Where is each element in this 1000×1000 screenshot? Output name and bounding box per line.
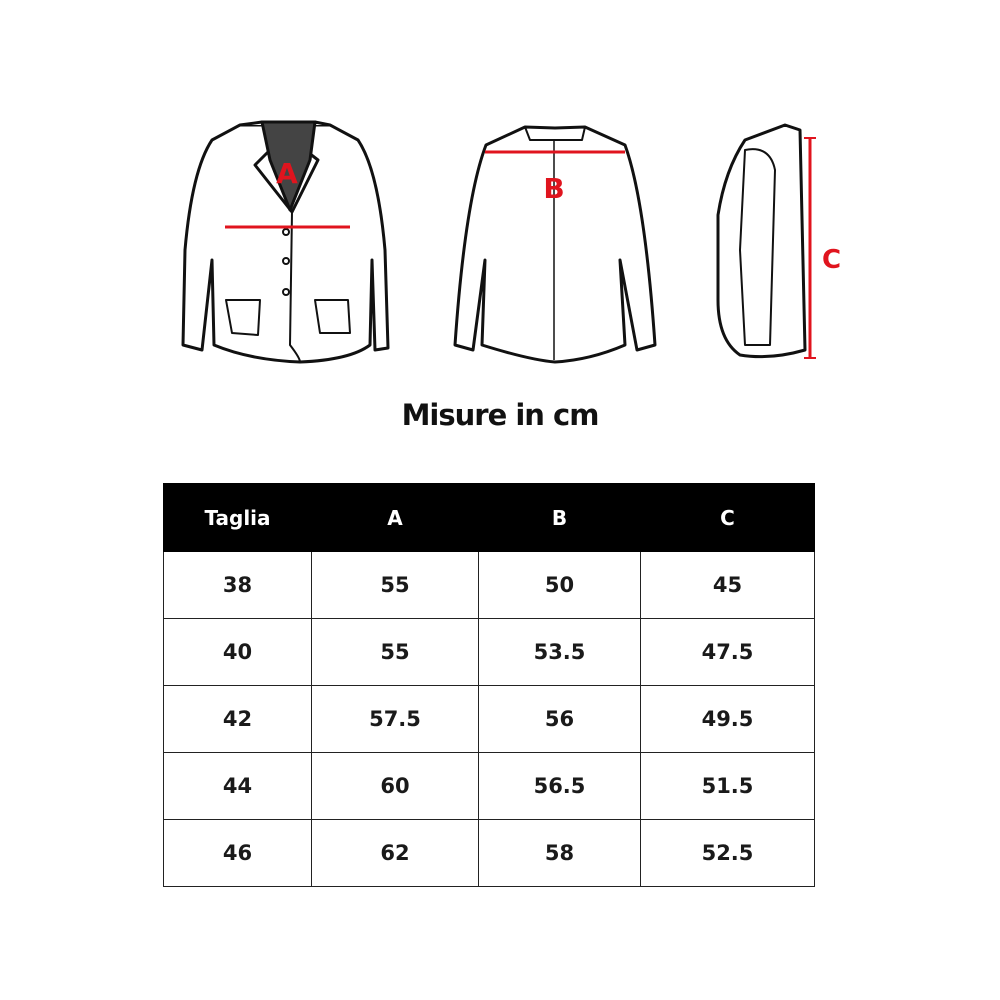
label-a: A [276, 157, 298, 190]
table-cell: 53.5 [478, 618, 641, 686]
table-cell: 45 [640, 551, 815, 619]
jacket-illustrations: A B C [181, 120, 841, 364]
header-b: B [478, 483, 641, 552]
table-row: 38 55 50 45 [163, 551, 815, 619]
table-cell: 38 [163, 551, 312, 619]
page-title: Misure in cm [401, 398, 600, 432]
table-cell: 40 [163, 618, 312, 686]
table-cell: 62 [311, 819, 479, 887]
size-table: Taglia A B C 38 55 50 45 40 55 53.5 47.5 42 57.5 5… [163, 483, 815, 887]
table-cell: 58 [478, 819, 641, 887]
table-row: 42 57.5 56 49.5 [163, 685, 815, 753]
table-header-row: Taglia A B C [163, 483, 815, 552]
header-size: Taglia [163, 483, 312, 552]
table-cell: 56 [478, 685, 641, 753]
header-a: A [311, 483, 479, 552]
label-b: B [543, 172, 564, 205]
table-cell: 55 [311, 551, 479, 619]
table-cell: 57.5 [311, 685, 479, 753]
table-cell: 47.5 [640, 618, 815, 686]
table-cell: 55 [311, 618, 479, 686]
table-cell: 46 [163, 819, 312, 887]
jacket-back-illustration: B [453, 125, 657, 364]
table-row: 44 60 56.5 51.5 [163, 752, 815, 820]
jacket-side-illustration: C [716, 123, 841, 359]
table-cell: 42 [163, 685, 312, 753]
table-cell: 44 [163, 752, 312, 820]
jacket-front-illustration: A [181, 120, 390, 364]
table-cell: 50 [478, 551, 641, 619]
label-c: C [822, 245, 841, 275]
header-c: C [640, 483, 815, 552]
table-cell: 51.5 [640, 752, 815, 820]
table-cell: 52.5 [640, 819, 815, 887]
table-cell: 60 [311, 752, 479, 820]
table-cell: 49.5 [640, 685, 815, 753]
table-cell: 56.5 [478, 752, 641, 820]
table-row: 40 55 53.5 47.5 [163, 618, 815, 686]
table-row: 46 62 58 52.5 [163, 819, 815, 887]
